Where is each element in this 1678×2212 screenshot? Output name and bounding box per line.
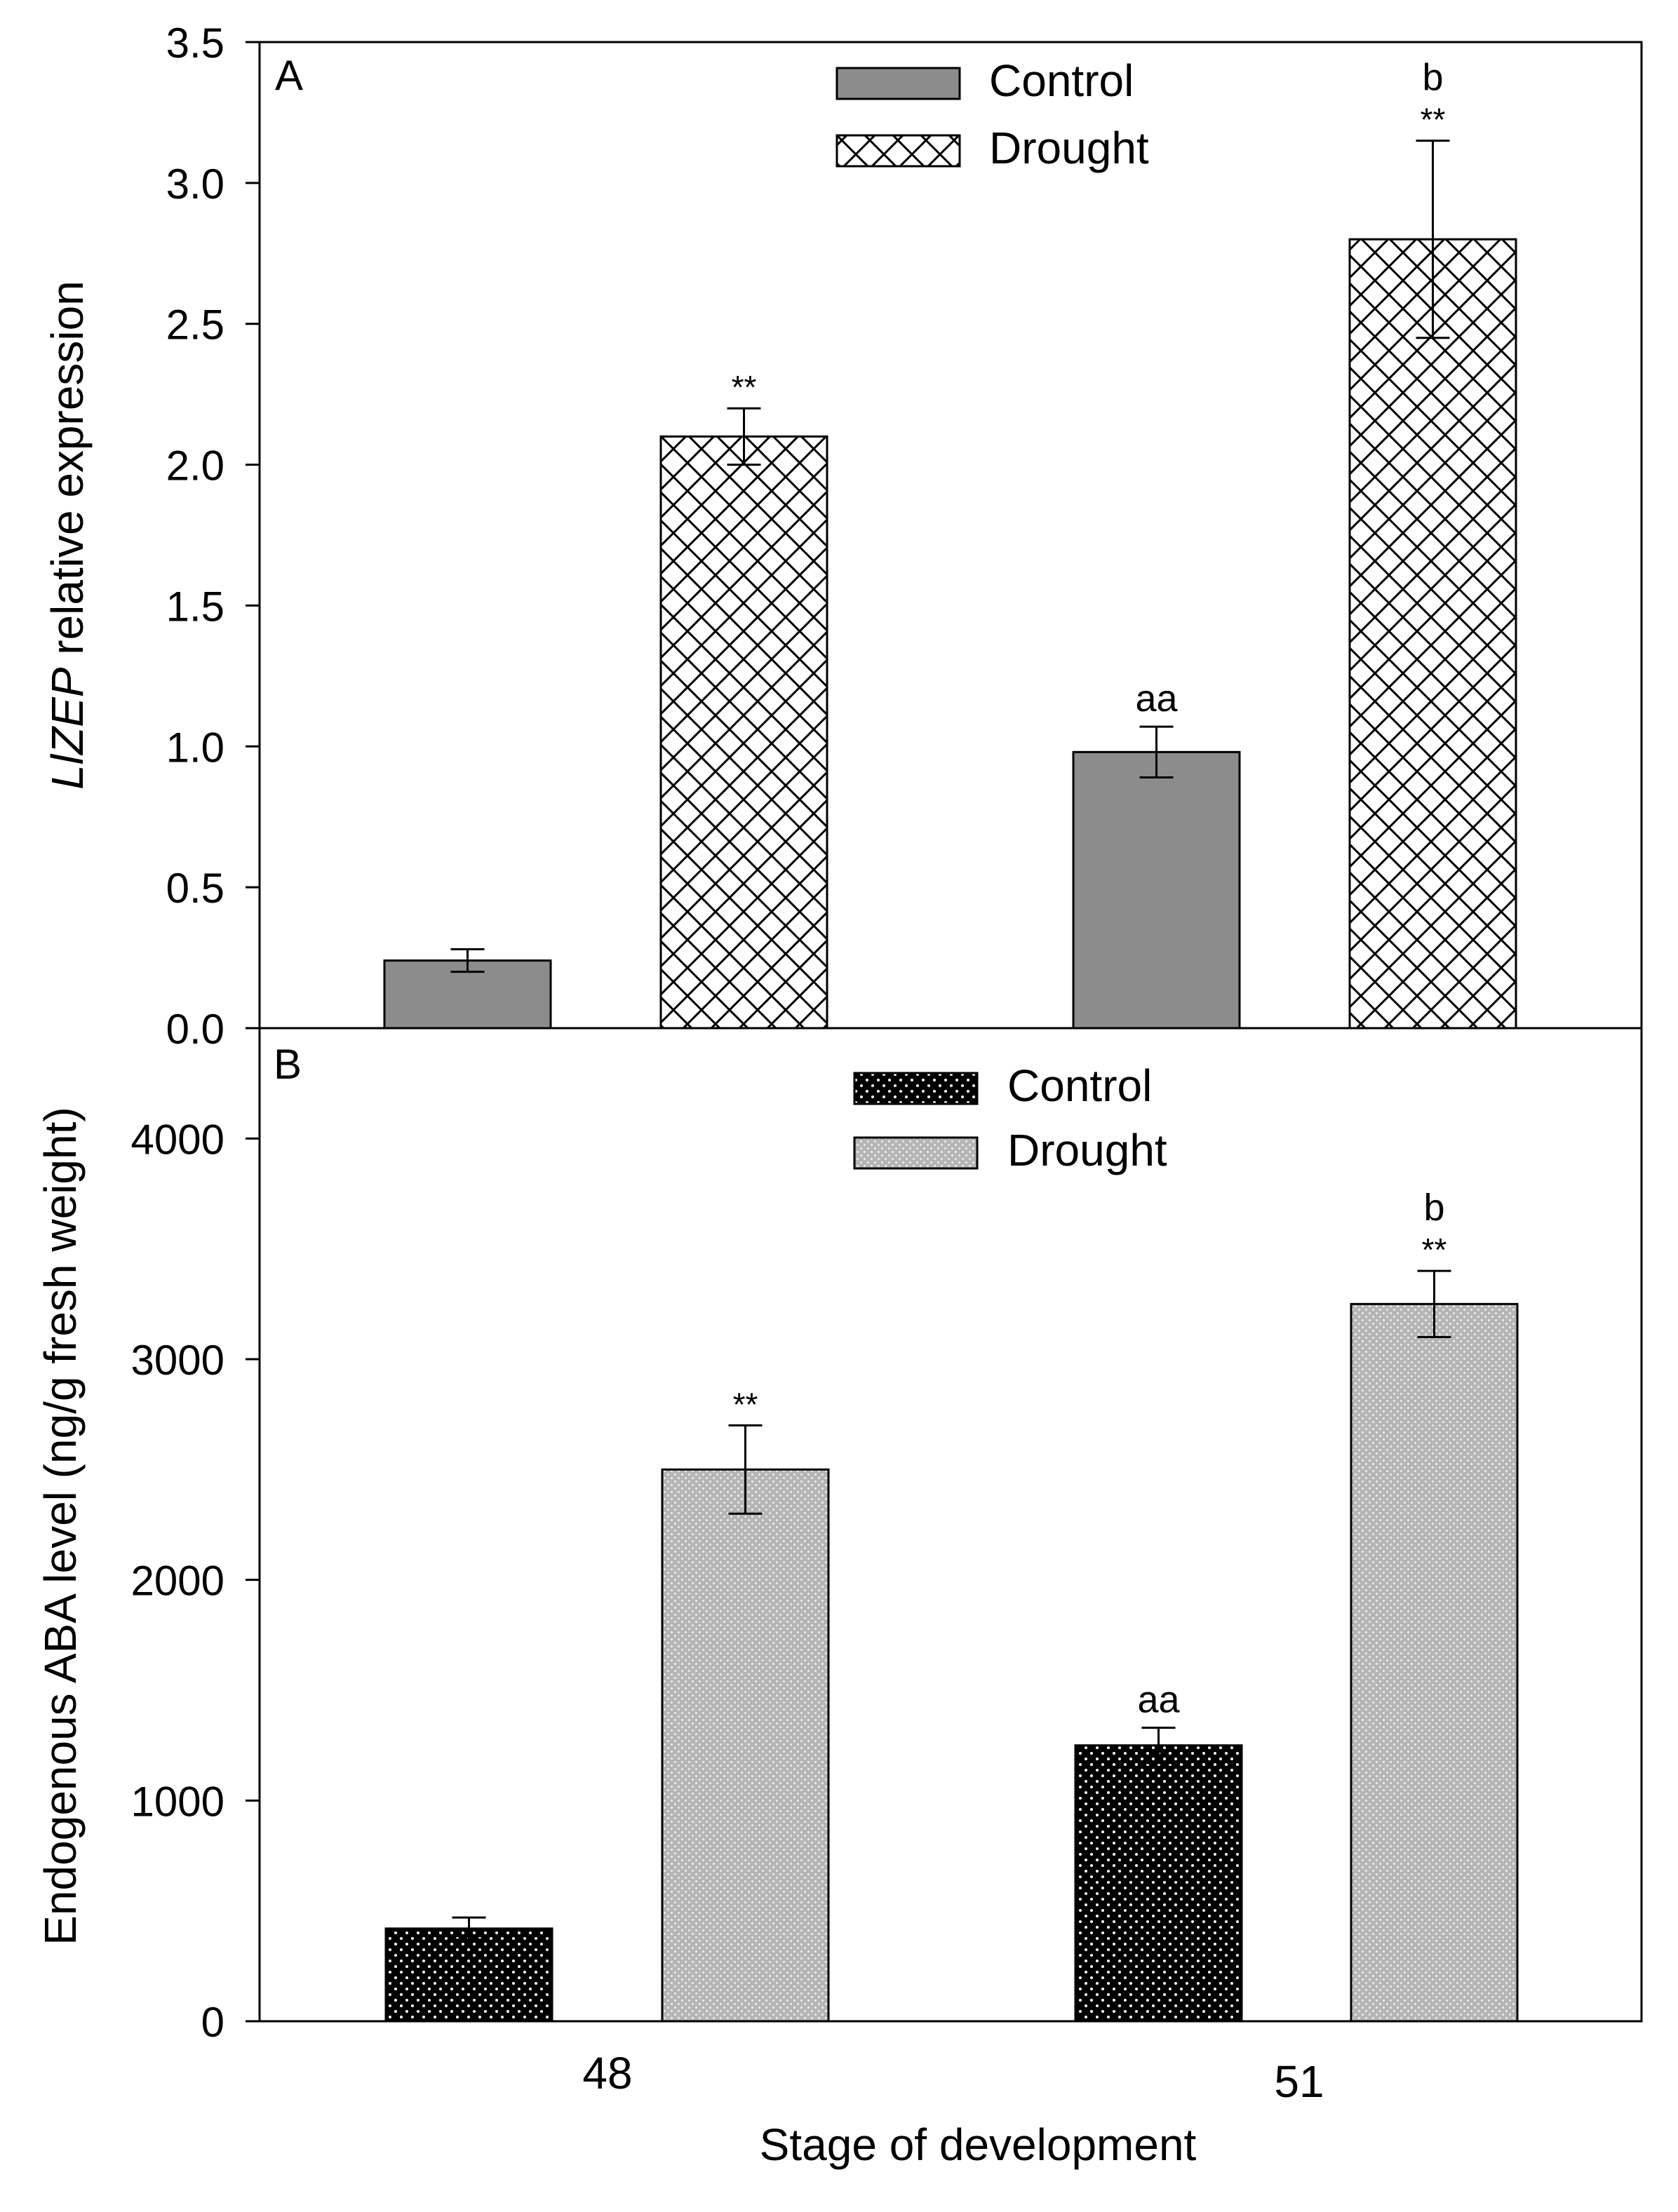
legend-swatch-control — [835, 67, 961, 100]
panel-b-frame — [258, 1027, 1643, 2023]
panel-a-ylabel: LlZEP relative expression — [42, 281, 93, 790]
panel-b-legend: Control Drought — [853, 1060, 1167, 1175]
legend-label-control: Control — [1007, 1060, 1152, 1111]
panel-b: B Endogenous ABA level (ng/g fresh weigh… — [35, 1027, 1643, 2046]
panel-b-bars: aa****b — [384, 1187, 1519, 2023]
panel-a-bars: aa****b — [383, 57, 1517, 1030]
y-tick-label: 3000 — [131, 1337, 224, 1384]
legend-label-drought: Drought — [989, 123, 1149, 173]
y-tick-label: 3.5 — [166, 20, 224, 67]
y-tick-label: 2.0 — [166, 443, 224, 490]
panel-a-label: A — [275, 52, 303, 99]
significance-label: ** — [732, 369, 757, 405]
y-tick-label: 2000 — [131, 1558, 224, 1605]
significance-label: aa — [1137, 1678, 1180, 1720]
x-axis-label: Stage of development — [760, 2119, 1197, 2170]
y-tick-label: 1.5 — [166, 583, 224, 630]
legend-swatch-drought — [853, 1136, 979, 1170]
bar-drought-48 — [659, 435, 828, 1030]
bar-drought-51 — [1348, 238, 1517, 1030]
bar-control-51 — [1072, 750, 1241, 1030]
bar-drought-48 — [661, 1468, 830, 2023]
y-tick-label: 1.0 — [166, 724, 224, 771]
x-axis: 48 51 Stage of development — [582, 2048, 1324, 2170]
significance-label: b — [1423, 1187, 1444, 1229]
panel-a-y-axis: 0.0 0.5 1.0 1.5 2.0 2.5 3.0 3.5 — [166, 20, 260, 1053]
legend-label-control: Control — [989, 55, 1134, 106]
x-tick-label-51: 51 — [1274, 2056, 1324, 2107]
legend-label-drought: Drought — [1007, 1125, 1167, 1175]
y-tick-label: 0 — [201, 1999, 224, 2046]
significance-label: aa — [1135, 677, 1178, 720]
bar-control-48 — [384, 1927, 553, 2023]
y-tick-label: 1000 — [131, 1778, 224, 1825]
significance-label: ** — [1422, 1232, 1447, 1268]
y-tick-label: 0.5 — [166, 865, 224, 912]
y-tick-label: 2.5 — [166, 302, 224, 349]
y-tick-label: 3.0 — [166, 161, 224, 208]
legend-swatch-drought — [835, 134, 961, 168]
significance-label: ** — [1421, 102, 1446, 138]
significance-label: b — [1422, 57, 1443, 99]
legend-swatch-control — [853, 1072, 979, 1105]
panel-b-label: B — [274, 1041, 302, 1088]
y-tick-label: 0.0 — [166, 1006, 224, 1053]
panel-b-ylabel: Endogenous ABA level (ng/g fresh weight) — [35, 1107, 86, 1945]
x-tick-label-48: 48 — [582, 2048, 632, 2098]
y-tick-label: 4000 — [131, 1116, 224, 1163]
bar-control-51 — [1074, 1744, 1243, 2023]
significance-label: ** — [733, 1386, 758, 1422]
panel-a-legend: Control Drought — [835, 55, 1149, 173]
bar-drought-51 — [1350, 1302, 1519, 2023]
panel-b-y-axis: 0 1000 2000 3000 4000 — [131, 1116, 260, 2046]
panel-a: A LlZEP relative expression 0.0 0.5 1.0 1.5… — [42, 20, 1643, 1053]
